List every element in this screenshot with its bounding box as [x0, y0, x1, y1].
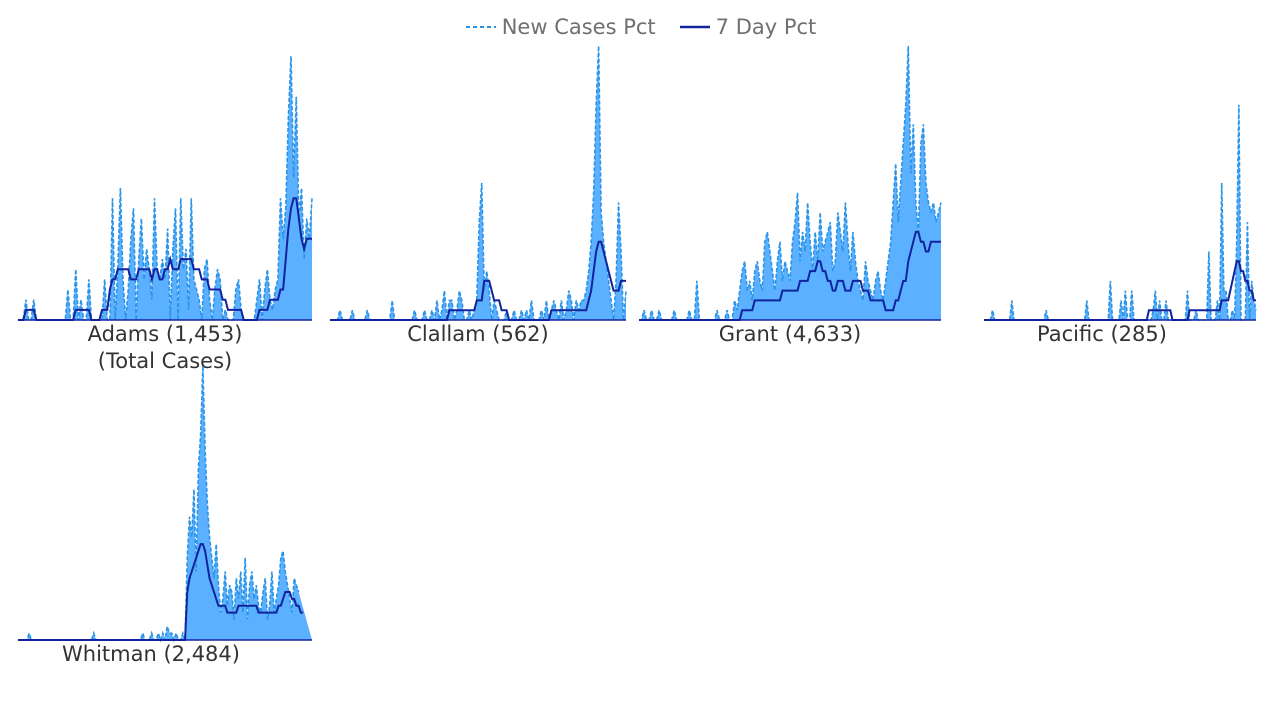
chart-whitman [18, 365, 312, 643]
panel-title-clallam: Clallam (562) [407, 322, 549, 346]
area-new-cases-grant [639, 46, 941, 320]
line-new-cases-pct-grant[interactable] [639, 45, 942, 321]
panel-grant: Grant (4,633) [639, 44, 942, 346]
area-new-cases-pacific [984, 104, 1256, 321]
panel-adams: Adams (1,453) (Total Cases) [18, 44, 313, 373]
panel-title-pacific: Pacific (285) [1037, 322, 1167, 346]
area-new-cases-clallam [330, 46, 626, 320]
chart-adams [18, 56, 313, 321]
line-new-cases-pct-pacific[interactable] [984, 104, 1257, 321]
panel-title-whitman: Whitman (2,484) [62, 642, 240, 666]
panel-subtitle-adams: (Total Cases) [97, 349, 233, 373]
area-new-cases-whitman [18, 366, 312, 640]
legend: New Cases Pct 7 Day Pct [0, 12, 1280, 42]
panel-pacific: Pacific (285) [984, 44, 1257, 346]
legend-item-7-day-pct[interactable]: 7 Day Pct [678, 15, 817, 39]
chart-clallam [330, 45, 627, 321]
chart-pacific [984, 104, 1257, 321]
line-new-cases-pct-clallam[interactable] [330, 45, 627, 321]
dashed-line-icon [465, 26, 496, 28]
area-new-cases-adams [18, 56, 312, 321]
panel-title-grant: Grant (4,633) [718, 322, 862, 346]
panel-clallam: Clallam (562) [330, 44, 627, 346]
solid-line-icon [679, 25, 710, 29]
legend-label-new-cases-pct: New Cases Pct [501, 15, 656, 39]
chart-grant [639, 45, 942, 321]
legend-label-7-day-pct: 7 Day Pct [715, 15, 817, 39]
legend-item-new-cases-pct[interactable]: New Cases Pct [464, 15, 656, 39]
panel-whitman: Whitman (2,484) [18, 364, 312, 666]
panel-title-adams: Adams (1,453) [87, 322, 243, 346]
